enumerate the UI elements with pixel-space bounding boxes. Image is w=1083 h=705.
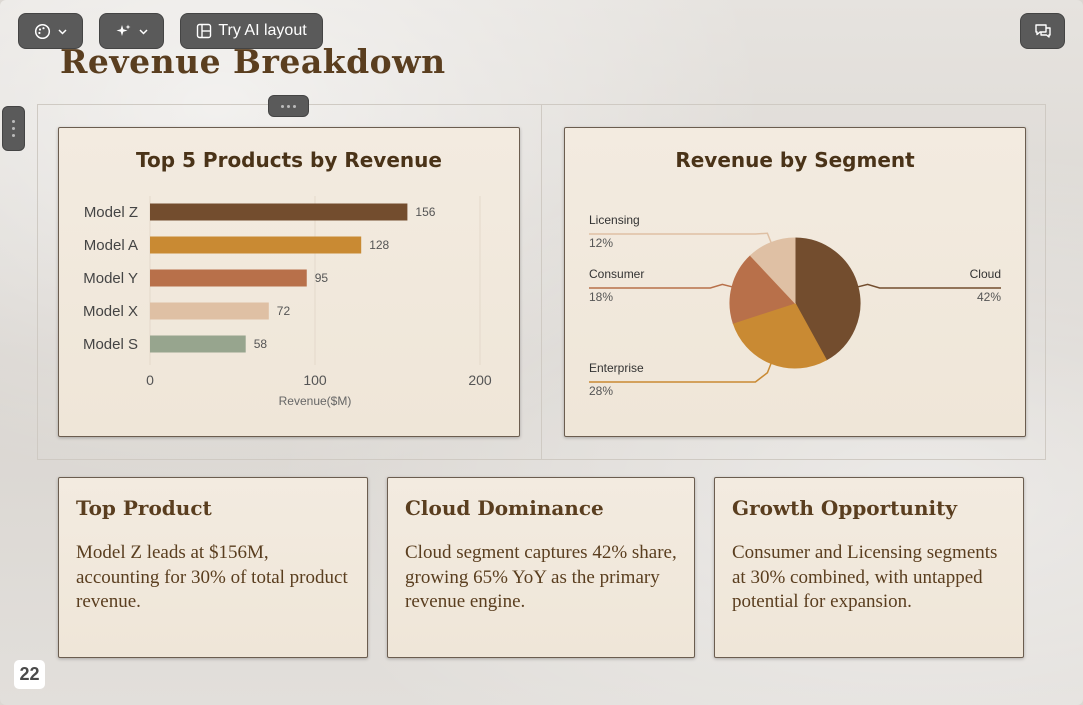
x-axis-label: Revenue($M) [279, 394, 352, 408]
insight-title: Top Product [76, 496, 212, 520]
pie-leader-line [589, 283, 734, 289]
category-label: Model A [84, 237, 138, 254]
chevron-down-icon [138, 26, 149, 37]
page-number-badge[interactable]: 22 [14, 660, 45, 689]
category-label: Model Y [83, 270, 138, 287]
bar-value-label: 72 [277, 304, 291, 318]
pie-percent-label: 42% [977, 290, 1001, 304]
pie-leader-line [589, 362, 773, 383]
bar [150, 302, 269, 320]
bar [150, 269, 307, 287]
x-tick-label: 100 [303, 372, 327, 388]
bar-value-label: 95 [315, 271, 329, 285]
pie-leader-line [856, 283, 1001, 289]
bar-value-label: 128 [369, 238, 389, 252]
pie-segment-label: Licensing [589, 213, 640, 227]
layout-icon [196, 23, 212, 39]
pie-leader-line [589, 232, 773, 244]
comments-button[interactable] [1020, 13, 1065, 49]
block-drag-handle[interactable] [2, 106, 25, 151]
try-ai-layout-button[interactable]: Try AI layout [180, 13, 323, 49]
insight-title: Cloud Dominance [405, 496, 604, 520]
insight-text: Consumer and Licensing segments at 30% c… [732, 542, 998, 612]
category-label: Model Z [84, 204, 138, 221]
bar [150, 236, 362, 254]
chevron-down-icon [57, 26, 68, 37]
ai-magic-dropdown-button[interactable] [99, 13, 164, 49]
bar-chart: 0 100 200 Model Z 156 Model A 128 Model Y 95 Mode… [83, 196, 492, 408]
pie-segment-label: Cloud [970, 267, 1001, 281]
palette-icon [34, 23, 51, 40]
bar-chart-title: Top 5 Products by Revenue [136, 148, 442, 172]
insight-card-top-product[interactable]: Top Product Model Z leads at $156M, acco… [58, 477, 368, 658]
insight-card-cloud-dominance[interactable]: Cloud Dominance Cloud segment captures 4… [387, 477, 695, 658]
insight-title: Growth Opportunity [732, 496, 957, 520]
category-label: Model S [83, 336, 138, 353]
pie-segment-label: Enterprise [589, 361, 644, 375]
insight-text: Model Z leads at $156M, accounting for 3… [76, 542, 348, 612]
pie-chart-card[interactable]: Revenue by Segment Cloud 42% Enterprise 28%… [564, 127, 1026, 437]
row-drag-handle[interactable] [268, 95, 309, 117]
pie-percent-label: 12% [589, 236, 613, 250]
pie-segment-label: Consumer [589, 267, 644, 281]
pie-chart-title: Revenue by Segment [675, 148, 915, 172]
bar [150, 335, 246, 353]
x-tick-label: 0 [146, 372, 154, 388]
x-tick-label: 200 [468, 372, 492, 388]
try-ai-layout-label: Try AI layout [218, 22, 307, 39]
category-label: Model X [83, 303, 138, 320]
bar-value-label: 156 [415, 205, 435, 219]
insight-text: Cloud segment captures 42% share, growin… [405, 542, 677, 612]
bar [150, 203, 408, 221]
pie-percent-label: 28% [589, 384, 613, 398]
sparkle-icon [115, 23, 132, 40]
slide-title[interactable]: Revenue Breakdown [60, 42, 446, 81]
row-column-divider [541, 104, 542, 460]
pie-percent-label: 18% [589, 290, 613, 304]
bar-value-label: 58 [254, 337, 268, 351]
theme-dropdown-button[interactable] [18, 13, 83, 49]
insight-card-growth-opportunity[interactable]: Growth Opportunity Consumer and Licensin… [714, 477, 1024, 658]
bar-chart-card[interactable]: Top 5 Products by Revenue 0 100 200 Model Z… [58, 127, 520, 437]
comment-icon [1034, 22, 1052, 40]
pie-chart: Cloud 42% Enterprise 28% Consumer 18% Licensin… [589, 213, 1001, 398]
